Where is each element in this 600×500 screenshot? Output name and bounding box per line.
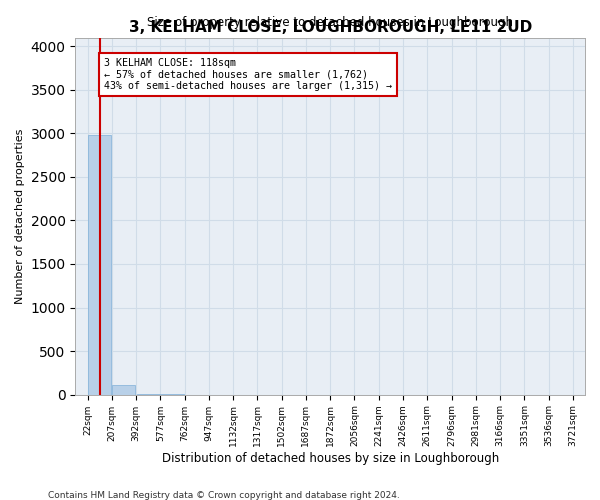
Text: Contains HM Land Registry data © Crown copyright and database right 2024.: Contains HM Land Registry data © Crown c… [48, 490, 400, 500]
Y-axis label: Number of detached properties: Number of detached properties [15, 128, 25, 304]
Text: Size of property relative to detached houses in Loughborough: Size of property relative to detached ho… [147, 16, 513, 28]
Title: 3, KELHAM CLOSE, LOUGHBOROUGH, LE11 2UD: 3, KELHAM CLOSE, LOUGHBOROUGH, LE11 2UD [128, 20, 532, 35]
X-axis label: Distribution of detached houses by size in Loughborough: Distribution of detached houses by size … [161, 452, 499, 465]
Text: 3 KELHAM CLOSE: 118sqm
← 57% of detached houses are smaller (1,762)
43% of semi-: 3 KELHAM CLOSE: 118sqm ← 57% of detached… [104, 58, 392, 91]
Bar [112, 385, 136, 394]
Bar [88, 135, 111, 394]
